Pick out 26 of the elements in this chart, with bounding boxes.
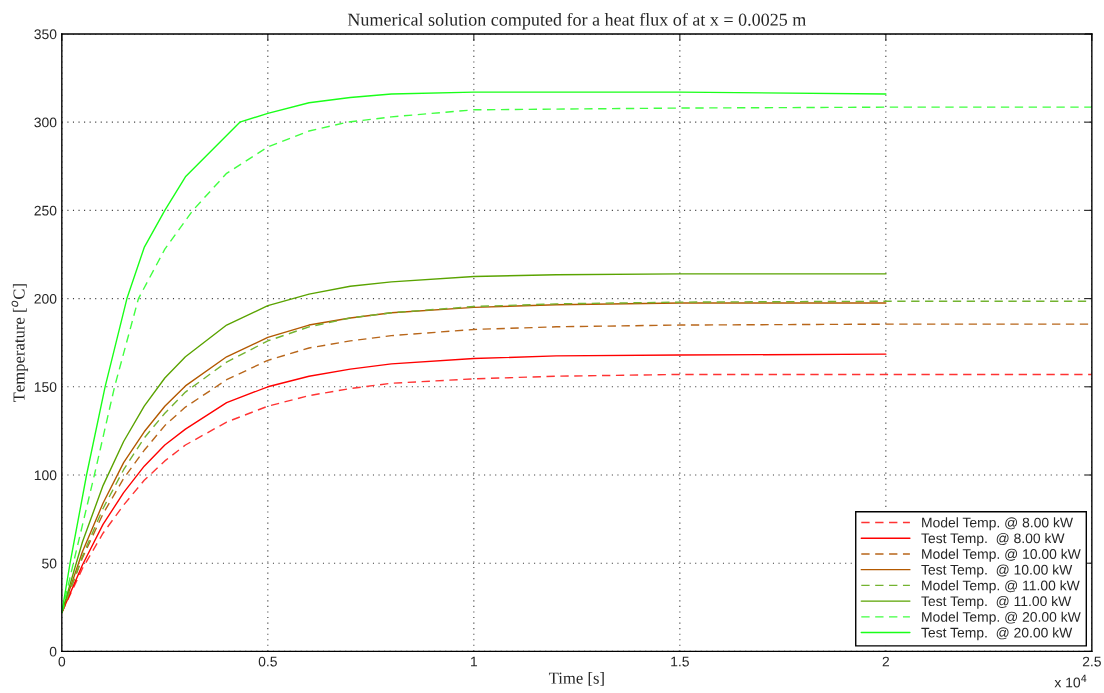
text: x 10$^{4}$	[1054, 674, 1087, 688]
x-axis-title: Time [s]	[548, 672, 604, 686]
y-tick-label: 150	[34, 382, 57, 392]
y-axis-title: Temperature [$^{o}$C]	[11, 284, 29, 403]
x-tick-label: 1	[471, 656, 478, 667]
legend-label: Test Temp. @ 8.00 kW	[921, 533, 1065, 546]
x-tick-label: 0	[58, 656, 66, 667]
legend-label: Test Temp. @ 20.00 kW	[921, 627, 1073, 641]
x-tick-label: 2	[882, 656, 890, 667]
y-tick-label: 200	[34, 293, 57, 304]
legend-label: Model Temp. @ 11.00 kW	[922, 580, 1080, 594]
legend-label: Model Temp. @ 8.00 kW	[922, 517, 1073, 531]
legend-label: Test Temp. @ 11.00 kW	[921, 595, 1072, 609]
y-tick-label: 50	[42, 558, 57, 569]
legend-label: Model Temp. @ 10.00 kW	[922, 548, 1081, 562]
x-tick-label: 2.5	[1082, 656, 1101, 667]
x-tick-label: 1.5	[671, 656, 689, 667]
y-tick-label: 300	[34, 117, 57, 128]
y-tick-label: 0	[49, 646, 57, 657]
y-tick-label: 250	[34, 205, 57, 216]
legend-label: Model Temp. @ 20.00 kW	[922, 611, 1081, 625]
x-tick-label: 0.5	[258, 656, 277, 667]
chart-title: Numerical solution computed for a heat flux of at x = 0.0025 m	[347, 12, 807, 30]
y-tick-label: 350	[34, 29, 57, 40]
legend-label: Test Temp. @ 10.00 kW	[921, 564, 1073, 578]
y-tick-label: 100	[34, 470, 57, 481]
